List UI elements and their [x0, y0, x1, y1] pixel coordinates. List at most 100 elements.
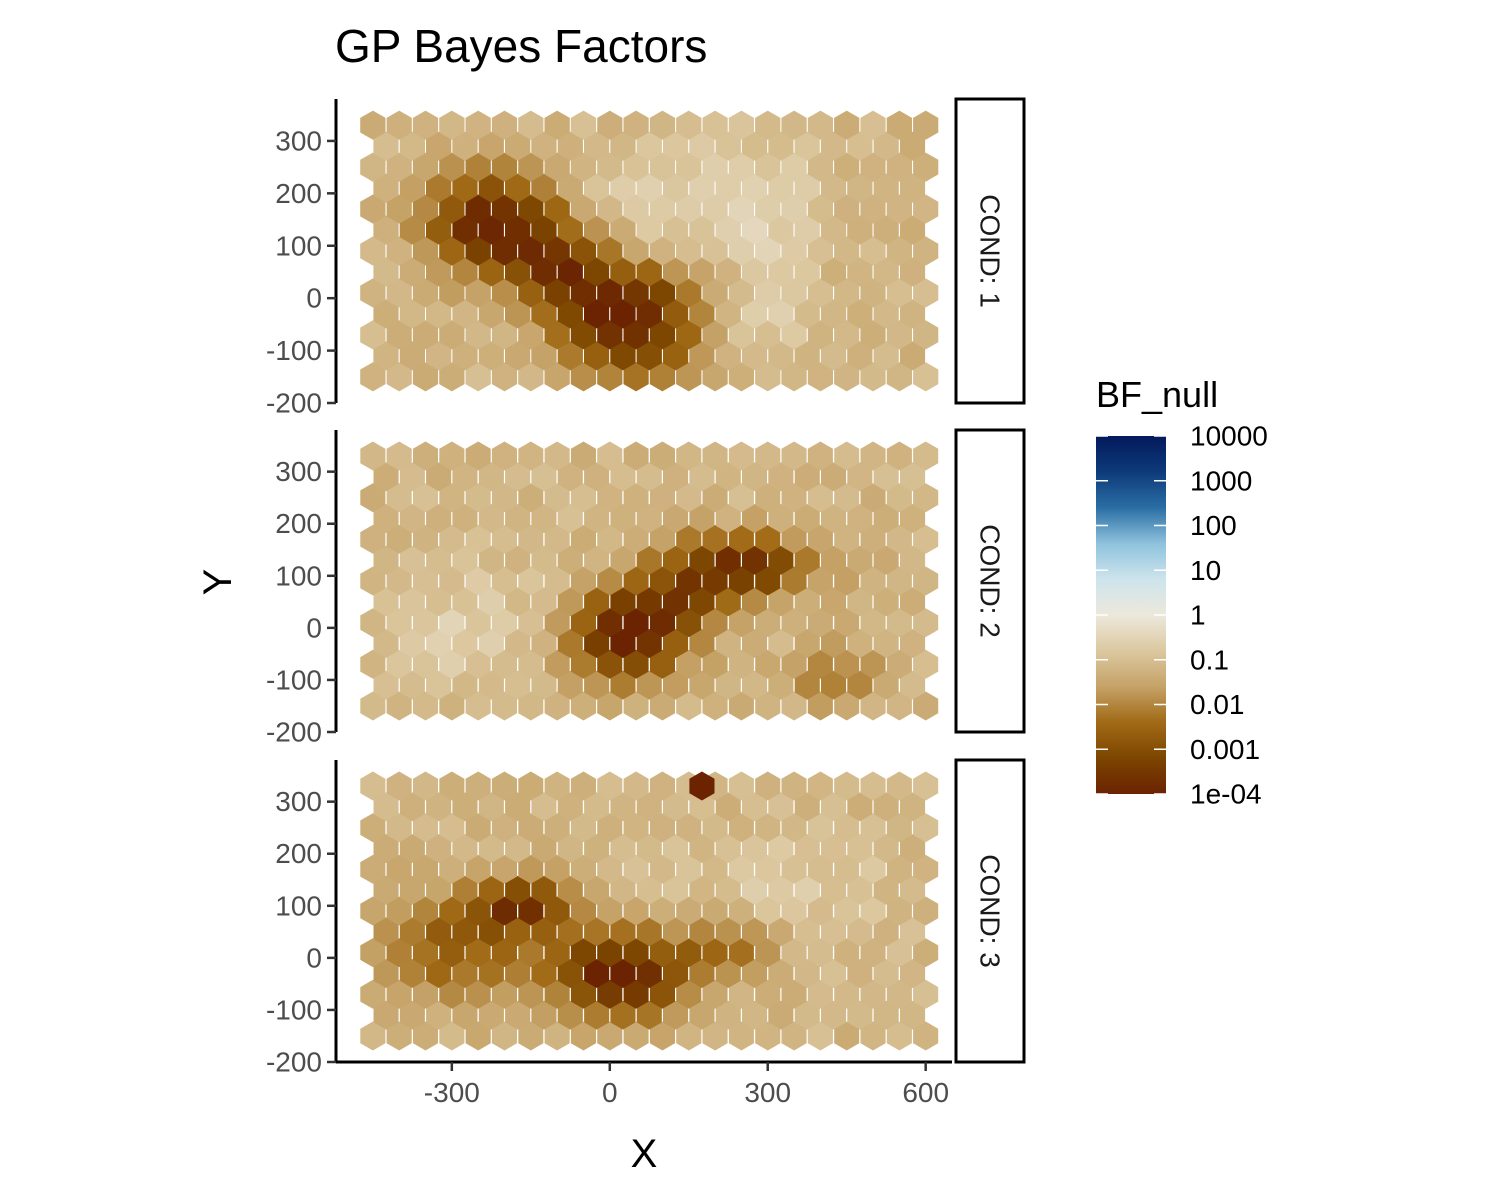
- hex-cell: [452, 875, 478, 905]
- hex-cell: [886, 813, 912, 843]
- hex-cell: [505, 462, 531, 492]
- hex-cell: [557, 917, 583, 947]
- x-tick-label: 0: [602, 1077, 618, 1108]
- hex-cell: [623, 236, 649, 266]
- hex-cell: [426, 670, 452, 700]
- hex-cell: [570, 110, 597, 140]
- hex-cell: [913, 938, 939, 968]
- hex-cell: [742, 504, 768, 533]
- hex-cell: [452, 341, 478, 371]
- hex-cell: [913, 194, 939, 224]
- hex-cell: [886, 320, 912, 350]
- hex-cell: [781, 979, 807, 1009]
- hex-cell: [886, 441, 912, 471]
- hex-cell: [610, 462, 636, 492]
- hex-cell: [413, 608, 438, 638]
- hex-cell: [531, 875, 557, 905]
- hex-cell: [755, 236, 781, 266]
- hex-cell: [584, 875, 610, 905]
- hex-cell: [715, 299, 741, 329]
- hex-cell: [834, 691, 860, 721]
- hex-cell: [518, 441, 544, 471]
- hex-cell: [544, 441, 570, 471]
- hex-cell: [742, 629, 768, 658]
- hex-cell: [900, 834, 926, 863]
- hex-cell: [755, 362, 781, 392]
- hex-cell: [518, 110, 544, 140]
- hex-cell: [860, 691, 886, 721]
- hex-cell: [900, 959, 926, 988]
- y-tick-label: 300: [275, 125, 322, 156]
- hex-cell: [439, 524, 465, 554]
- hex-cell: [452, 504, 478, 533]
- hex-cell: [741, 173, 768, 203]
- hex-cell: [544, 194, 570, 224]
- hex-cell: [413, 649, 438, 679]
- hex-cell: [860, 362, 886, 392]
- hex-cell: [834, 771, 860, 801]
- hex-cell: [478, 670, 504, 700]
- hex-cell: [491, 152, 518, 182]
- hex-cell: [741, 257, 768, 287]
- hex-cell: [544, 1021, 570, 1051]
- hex-cell: [557, 959, 583, 988]
- hex-cell: [715, 545, 741, 575]
- hex-cell: [807, 896, 833, 926]
- hex-cell: [663, 341, 689, 371]
- hex-cell: [794, 504, 820, 533]
- hex-cell: [807, 979, 833, 1009]
- strip-box: [954, 97, 1026, 405]
- hex-cell: [834, 152, 860, 182]
- hex-cell: [899, 341, 926, 371]
- hex-cell: [715, 792, 741, 822]
- hex-cell: [623, 441, 649, 471]
- hex-cell: [847, 257, 873, 287]
- hex-cell: [794, 257, 820, 287]
- hex-cell: [821, 959, 847, 988]
- hex-cell: [715, 257, 741, 287]
- hex-cell: [834, 278, 860, 308]
- hex-cell: [860, 608, 886, 638]
- hex-cell: [873, 834, 899, 863]
- hex-cell: [663, 834, 689, 863]
- hex-cell: [807, 110, 833, 140]
- hex-cell: [689, 545, 715, 575]
- hex-cell: [373, 504, 399, 533]
- hex-cell: [570, 608, 596, 638]
- hex-cell: [570, 236, 597, 266]
- hex-cell: [899, 173, 926, 203]
- hex-cell: [465, 979, 491, 1009]
- hex-cell: [465, 278, 491, 308]
- hex-cell: [452, 215, 478, 245]
- hex-cell: [623, 110, 649, 140]
- hex-cell: [439, 152, 465, 182]
- hex-cell: [649, 236, 676, 266]
- hex-cell: [478, 462, 504, 492]
- hex-cell: [755, 194, 781, 224]
- y-tick-label: -100: [266, 994, 322, 1025]
- hex-cell: [728, 771, 754, 801]
- hex-cell: [820, 299, 847, 329]
- hex-cell: [886, 483, 912, 513]
- hex-cell: [505, 670, 531, 700]
- hex-cell: [742, 959, 768, 988]
- y-tick-label: -100: [266, 335, 322, 366]
- hex-cell: [728, 110, 754, 140]
- hex-cell: [821, 792, 847, 822]
- hex-cell: [900, 792, 926, 822]
- hex-cell: [413, 691, 438, 721]
- hex-cell: [781, 320, 807, 350]
- hex-cell: [452, 959, 478, 988]
- hex-cell: [491, 938, 517, 968]
- hex-cell: [610, 545, 636, 575]
- hex-cell: [755, 441, 781, 471]
- hex-cell: [610, 875, 636, 905]
- hex-cell: [768, 299, 794, 329]
- hex-cell: [768, 173, 794, 203]
- hex-cell: [386, 938, 412, 968]
- hex-cell: [715, 215, 741, 245]
- hex-cell: [781, 608, 807, 638]
- hex-cell: [623, 608, 649, 638]
- hex-cell: [689, 670, 715, 700]
- hex-cell: [900, 629, 926, 658]
